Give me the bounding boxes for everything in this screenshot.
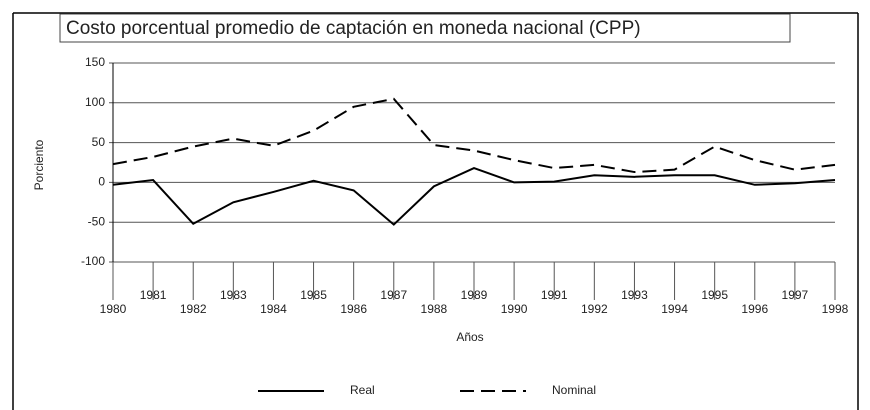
x-axis-label: Años [456, 330, 483, 344]
x-tick-label: 1984 [260, 302, 287, 316]
x-tick-label: 1993 [621, 288, 648, 302]
title-box [59, 13, 791, 43]
x-tick-label: 1991 [541, 288, 568, 302]
x-tick-label: 1990 [501, 302, 528, 316]
y-tick-label: 100 [85, 95, 105, 109]
y-tick-label: 50 [92, 135, 106, 149]
line-series [112, 166, 836, 226]
x-tick-label: 1996 [741, 302, 768, 316]
x-tick-label: 1994 [661, 302, 688, 316]
y-tick-label: -100 [81, 254, 105, 268]
y-tick-label: 150 [85, 55, 105, 69]
legend-label: Real [350, 383, 375, 397]
x-tick-label: 1980 [100, 302, 127, 316]
x-tick-label: 1992 [581, 302, 608, 316]
line-series [112, 97, 836, 174]
x-tick-label: 1982 [180, 302, 207, 316]
x-tick-label: 1988 [421, 302, 448, 316]
y-tick-label: -50 [88, 214, 106, 228]
x-tick-label: 1997 [782, 288, 809, 302]
x-tick-label: 1987 [380, 288, 407, 302]
x-tick-label: 1981 [140, 288, 167, 302]
y-tick-label: 0 [98, 175, 105, 189]
chart-title: Costo porcentual promedio de captación e… [66, 18, 641, 39]
x-tick-label: 1995 [701, 288, 728, 302]
x-tick-label: 1985 [300, 288, 327, 302]
x-tick-label: 1989 [461, 288, 488, 302]
x-tick-label: 1986 [340, 302, 367, 316]
x-tick-label: 1983 [220, 288, 247, 302]
y-axis-label: Porciento [32, 139, 46, 190]
x-tick-label: 1998 [822, 302, 849, 316]
legend-label: Nominal [552, 383, 596, 397]
